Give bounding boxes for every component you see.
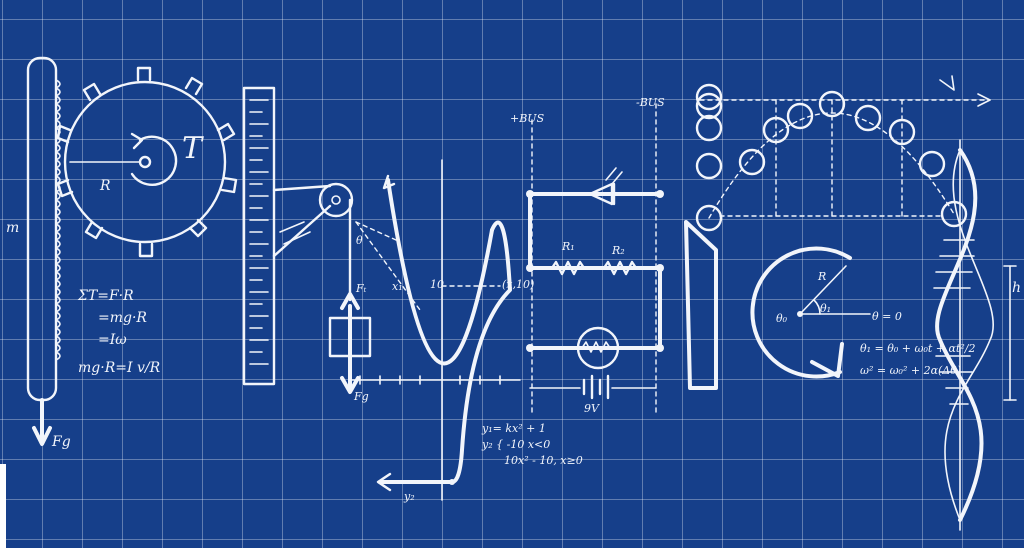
letter-y — [349, 159, 521, 501]
x1-label: x₁ — [392, 280, 403, 293]
r2-label: R₂ — [611, 244, 625, 257]
ball — [786, 102, 814, 130]
node — [656, 190, 664, 198]
battery — [582, 374, 610, 400]
curve-y2 — [378, 220, 512, 484]
bus-plus-label: +BUS — [510, 112, 545, 125]
rack-bar — [26, 56, 58, 402]
formula-torque-final: mg·R=I v/R — [78, 360, 161, 376]
rotation-arrow — [810, 342, 844, 378]
letter-s-wave — [933, 139, 1017, 531]
formula-y2a: y₂ { -10 x<0 — [481, 438, 550, 451]
theta-pulley-label: θ — [356, 234, 363, 247]
gear-hub — [138, 155, 152, 169]
h-marker-ends — [1003, 265, 1017, 401]
ball — [940, 200, 968, 228]
node — [526, 190, 534, 198]
battery-label: 9V — [584, 402, 600, 415]
origin-dot — [449, 479, 455, 485]
ball — [762, 116, 790, 144]
left-white-edge — [0, 464, 6, 548]
theta-1-label: θ₁ — [820, 302, 831, 315]
bus-minus-label: -BUS — [636, 96, 665, 109]
top-arrow — [939, 75, 955, 91]
letter-s-circuit — [526, 103, 664, 413]
led-rays — [605, 167, 623, 185]
point-label: (x,10) — [502, 278, 534, 291]
formula-y1: y₁= kx² + 1 — [481, 422, 546, 435]
parabola-arrow-left — [382, 174, 396, 190]
pulley-axle — [331, 195, 341, 205]
torque-arrow — [130, 132, 144, 150]
theta-zero-label: θ = 0 — [872, 310, 902, 323]
torque-label: T — [182, 131, 204, 166]
pulley-dashed-2 — [355, 221, 397, 241]
h-label: h — [1012, 280, 1021, 296]
ball — [695, 83, 723, 111]
rack-teeth — [55, 79, 61, 361]
angle-arc — [813, 299, 821, 315]
formula-theta2: ω² = ω₀² + 2α(Δθ) — [860, 364, 961, 377]
ball — [918, 150, 946, 178]
theta-0-label: θ₀ — [776, 312, 788, 325]
resistor-r2 — [602, 260, 638, 276]
formula-theta1: θ₁ = θ₀ + ω₀t + αt²/2 — [860, 342, 975, 355]
letter-c-rotation — [750, 246, 871, 379]
ruler-ticks — [249, 99, 269, 365]
fg-arrow-head — [32, 426, 52, 446]
radius-line — [799, 265, 847, 315]
gear-radius-label: R — [99, 178, 111, 194]
parabola-y1 — [386, 178, 494, 366]
y2-arrow — [376, 472, 392, 492]
formula-y2b: 10x² - 10, x≥0 — [504, 454, 583, 467]
m-label: m — [6, 220, 19, 236]
led-diode — [588, 182, 616, 206]
top-axis-arrow — [977, 93, 991, 107]
formula-torque-sum: ΣT=F·R — [77, 288, 134, 304]
resistor-r1 — [550, 260, 586, 276]
formula-torque-iw: =Iω — [98, 332, 127, 348]
ball — [695, 114, 723, 142]
gear-body — [63, 80, 227, 244]
x-ticks — [359, 375, 501, 385]
ten-label: 10 — [430, 278, 444, 291]
wave — [935, 148, 984, 522]
ball — [695, 204, 723, 232]
ft-label: Fₜ — [355, 282, 367, 295]
letter-i-projectile — [684, 75, 991, 390]
formula-torque-mg: =mg·R — [98, 310, 147, 326]
node — [656, 344, 664, 352]
ball — [695, 92, 723, 120]
ball — [854, 104, 882, 132]
fg-left-label: Fg — [51, 434, 71, 450]
incline — [272, 184, 332, 258]
node — [656, 264, 664, 272]
ball — [738, 148, 766, 176]
c-arc — [750, 246, 852, 379]
incline-hatch — [279, 221, 311, 245]
fg-mid-label: Fg — [353, 390, 369, 403]
pulley — [318, 182, 354, 218]
node — [526, 344, 534, 352]
s-wire — [528, 192, 662, 350]
radius-circle-label: R — [817, 270, 826, 283]
r1-label: R₁ — [561, 240, 575, 253]
y2-label: y₂ — [403, 490, 415, 503]
ball — [695, 152, 723, 180]
node — [526, 264, 534, 272]
letter-i-stem — [684, 220, 718, 390]
ruler — [242, 86, 276, 386]
force-arrows — [340, 292, 360, 394]
lamp-filament — [581, 341, 611, 353]
gear-teeth — [56, 66, 238, 258]
torque-arc — [130, 135, 178, 186]
letter-p — [26, 56, 238, 446]
wave-mirror — [944, 149, 995, 521]
lamp — [576, 326, 620, 370]
wave-hatch — [933, 239, 975, 405]
letter-h — [242, 86, 421, 394]
trajectory — [708, 112, 955, 219]
